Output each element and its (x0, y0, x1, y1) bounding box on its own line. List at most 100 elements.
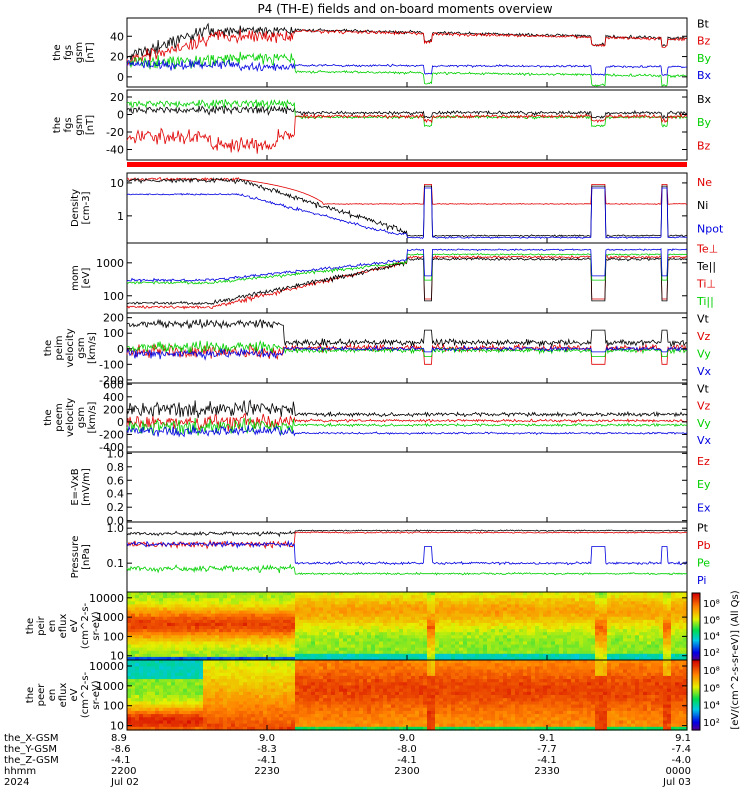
ytick-label: 40 (110, 30, 124, 43)
ytick-label: 10 (110, 177, 124, 190)
ytick-label: -20 (106, 126, 124, 139)
xaxis-tick-hhmm: 2200 (111, 766, 136, 777)
ylabel: Density[cm-3] (70, 189, 92, 227)
ylabel-line: (cm^2-s- (80, 671, 91, 718)
ylabel-line: fgs (63, 117, 74, 132)
ylabel-line: eflux (58, 614, 69, 639)
colorbar-tick: 10⁶ (703, 683, 720, 694)
panel-frame (127, 383, 687, 452)
xaxis-tick-z: -4.1 (257, 755, 277, 766)
ylabel-line: [eV] (81, 268, 92, 289)
ylabel-line: en (47, 620, 58, 633)
colorbar-tick: 10² (703, 648, 720, 659)
ylabel-line: peem (54, 403, 65, 431)
ylabel-line: [nT] (85, 42, 96, 62)
ylabel-line: peir (36, 615, 47, 635)
legend-item: Te⊥ (696, 243, 718, 256)
xaxis-tick-hhmm: 0000 (666, 766, 691, 777)
ytick-label: 100 (103, 700, 124, 713)
legend-item: Vx (697, 365, 712, 378)
xaxis-tick-y: -8.3 (257, 744, 277, 755)
ytick-label: 0.8 (107, 461, 125, 474)
ytick-label: 0.6 (107, 474, 125, 487)
ylabel-line: (cm^2-s- (80, 602, 91, 649)
ylabel-line: the (25, 687, 36, 703)
plot-title: P4 (TH-E) fields and on-board moments ov… (257, 2, 552, 16)
mode-bar (127, 162, 687, 167)
colorbar-label: [eV/(cm^2-s-sr-eV)] (All Qs) (730, 590, 741, 729)
ytick-label: 1000 (96, 257, 124, 270)
ylabel: thefgsgsm[nT] (52, 42, 96, 63)
ylabel-line: the (52, 117, 63, 133)
xaxis-tick-z: -4.1 (397, 755, 417, 766)
ytick-label: 1.0 (107, 522, 125, 535)
ylabel: thepeemvelocitygsm[km/s] (43, 398, 98, 437)
ylabel-line: gsm (76, 407, 87, 428)
xaxis-tick-x: 9.0 (259, 733, 275, 744)
ylabel-line: Density (70, 189, 81, 227)
xaxis-row-label: the_Z-GSM (4, 755, 59, 766)
panel-frame (127, 452, 687, 522)
xaxis-row-label: the_X-GSM (4, 733, 58, 744)
ytick-label: 20 (110, 91, 124, 104)
ylabel-line: Pressure (70, 536, 81, 579)
ylabel-line: mom (70, 265, 81, 291)
panel-peimvel: 2001000-100-200thepeimvelocitygsm[km/s]V… (43, 312, 712, 387)
colorbar-tick: 10⁴ (703, 701, 720, 712)
series-blue (127, 249, 687, 282)
xaxis-tick-date: Jul 02 (110, 777, 139, 788)
ylabel-line: [mV/m] (81, 468, 92, 506)
ylabel-line: [cm-3] (81, 191, 92, 224)
colorbar: 10⁸10⁶10⁴10²10⁸10⁶10⁴10²[eV/(cm^2-s-sr-e… (692, 590, 741, 730)
x-axis-labels: the_X-GSMthe_Y-GSMthe_Z-GSMhhmm20248.9-8… (4, 733, 691, 788)
xaxis-row-label: 2024 (4, 777, 29, 788)
legend-item: Vy (697, 417, 711, 430)
ylabel-line: peim (54, 335, 65, 360)
ylabel: mom[eV] (70, 265, 92, 291)
ytick-label: -40 (106, 144, 124, 157)
legend-item: Bt (697, 17, 710, 30)
legend-item: Ez (697, 455, 710, 468)
panel-peemvel: 6004002000-200-400thepeemvelocitygsm[km/… (43, 378, 712, 454)
ytick-label: 0.4 (107, 488, 125, 501)
ylabel-line: the (43, 409, 54, 425)
series-black (127, 530, 687, 536)
ytick-label: 200 (103, 312, 124, 325)
panel-peerspec: 10000100010010thepeerenefluxeV(cm^2-s-sr… (25, 660, 688, 733)
series-red (127, 114, 687, 154)
legend-item: Vz (697, 400, 711, 413)
ytick-label: 200 (103, 403, 124, 416)
ylabel: Pressure[nPa] (70, 536, 92, 579)
series-green (127, 52, 687, 87)
legend-item: Bz (697, 140, 711, 153)
series-red (127, 178, 687, 205)
panel-peirspec: 10000100010010thepeirenefluxeV(cm^2-s-sr… (25, 592, 688, 663)
legend-item: Bx (697, 69, 712, 82)
panel-frame (127, 313, 687, 383)
ytick-label: 400 (103, 391, 124, 404)
xaxis-tick-x: 9.1 (539, 733, 555, 744)
series-black (127, 258, 687, 305)
ylabel: thepeerenefluxeV(cm^2-s-sr-eV) (25, 671, 102, 718)
ylabel-line: [km/s] (87, 401, 98, 433)
legend-item: Vx (697, 434, 712, 447)
ylabel-line: gsm (74, 114, 85, 135)
legend-item: Bx (697, 93, 712, 106)
ytick-label: 0 (117, 416, 124, 429)
ytick-label: 10000 (89, 592, 124, 605)
ylabel-line: [km/s] (87, 332, 98, 364)
ylabel: thefgsgsm[nT] (52, 114, 96, 135)
xaxis-tick-hhmm: 2300 (394, 766, 419, 777)
ylabel: thepeirenefluxeV(cm^2-s-sr-eV) (25, 602, 102, 649)
ylabel-line: eflux (58, 683, 69, 708)
legend-item: Pb (697, 539, 711, 552)
legend-item: Vt (697, 313, 710, 326)
bar-layer (127, 162, 687, 167)
xaxis-tick-z: -4.1 (537, 755, 557, 766)
ytick-label: 1 (117, 210, 124, 223)
ylabel-line: sr-eV) (91, 680, 102, 709)
legend-item: Ex (697, 502, 711, 515)
